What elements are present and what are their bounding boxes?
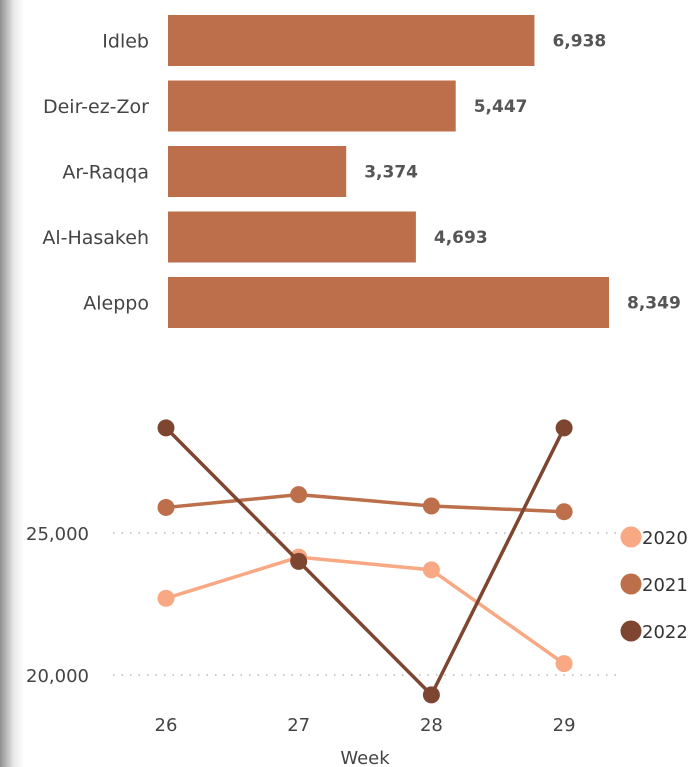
series-point-2021 xyxy=(157,498,175,516)
bar-aleppo xyxy=(168,277,609,328)
bar-value-label: 6,938 xyxy=(552,32,606,52)
series-point-2021 xyxy=(422,497,440,515)
legend-marker-2022 xyxy=(620,620,642,642)
series-point-2021 xyxy=(555,503,573,521)
bar-category-label: Aleppo xyxy=(83,293,149,315)
bar-category-label: Idleb xyxy=(102,31,149,53)
x-tick-label: 28 xyxy=(420,715,443,736)
series-point-2020 xyxy=(555,655,573,673)
series-point-2021 xyxy=(290,486,308,504)
bar-value-label: 4,693 xyxy=(434,228,488,248)
bar-al-hasakeh xyxy=(168,211,416,263)
bar-category-label: Ar-Raqqa xyxy=(62,162,149,184)
bar-value-label: 8,349 xyxy=(627,294,681,314)
y-tick-label: 20,000 xyxy=(26,666,89,687)
legend-marker-2020 xyxy=(620,526,642,548)
bar-idleb xyxy=(168,15,535,66)
legend-label: 2021 xyxy=(642,575,688,596)
legend-label: 2022 xyxy=(642,622,688,643)
series-point-2022 xyxy=(422,686,440,704)
y-tick-label: 25,000 xyxy=(26,524,89,545)
series-point-2020 xyxy=(157,589,175,607)
series-point-2022 xyxy=(290,552,308,570)
legend-marker-2021 xyxy=(620,573,642,595)
series-point-2022 xyxy=(157,419,175,437)
bar-chart: Idleb 6,938 Deir-ez-Zor 5,447 Ar-Raqqa 3,374 A… xyxy=(42,15,681,328)
series-point-2022 xyxy=(555,419,573,437)
x-tick-label: 29 xyxy=(553,715,576,736)
bar-category-label: Al-Hasakeh xyxy=(42,227,149,249)
bar-deir-ez-zor xyxy=(168,80,456,132)
left-panel-edge xyxy=(0,0,24,767)
x-tick-label: 27 xyxy=(287,715,310,736)
bar-value-label: 5,447 xyxy=(474,97,528,117)
bar-value-label: 3,374 xyxy=(364,163,418,183)
series-line-2022 xyxy=(164,426,566,697)
x-tick-label: 26 xyxy=(155,715,178,736)
x-axis-title: Week xyxy=(340,748,390,767)
series-line-2021 xyxy=(165,492,565,514)
series-point-2020 xyxy=(422,561,440,579)
legend-label: 2020 xyxy=(642,528,688,549)
bar-category-label: Deir-ez-Zor xyxy=(43,96,149,118)
line-chart: 20,000 25,000 26 27 28 29 Week 2020 2021 2022 xyxy=(26,419,688,767)
bar-ar-raqqa xyxy=(168,146,347,197)
series-line-2020 xyxy=(165,555,566,666)
